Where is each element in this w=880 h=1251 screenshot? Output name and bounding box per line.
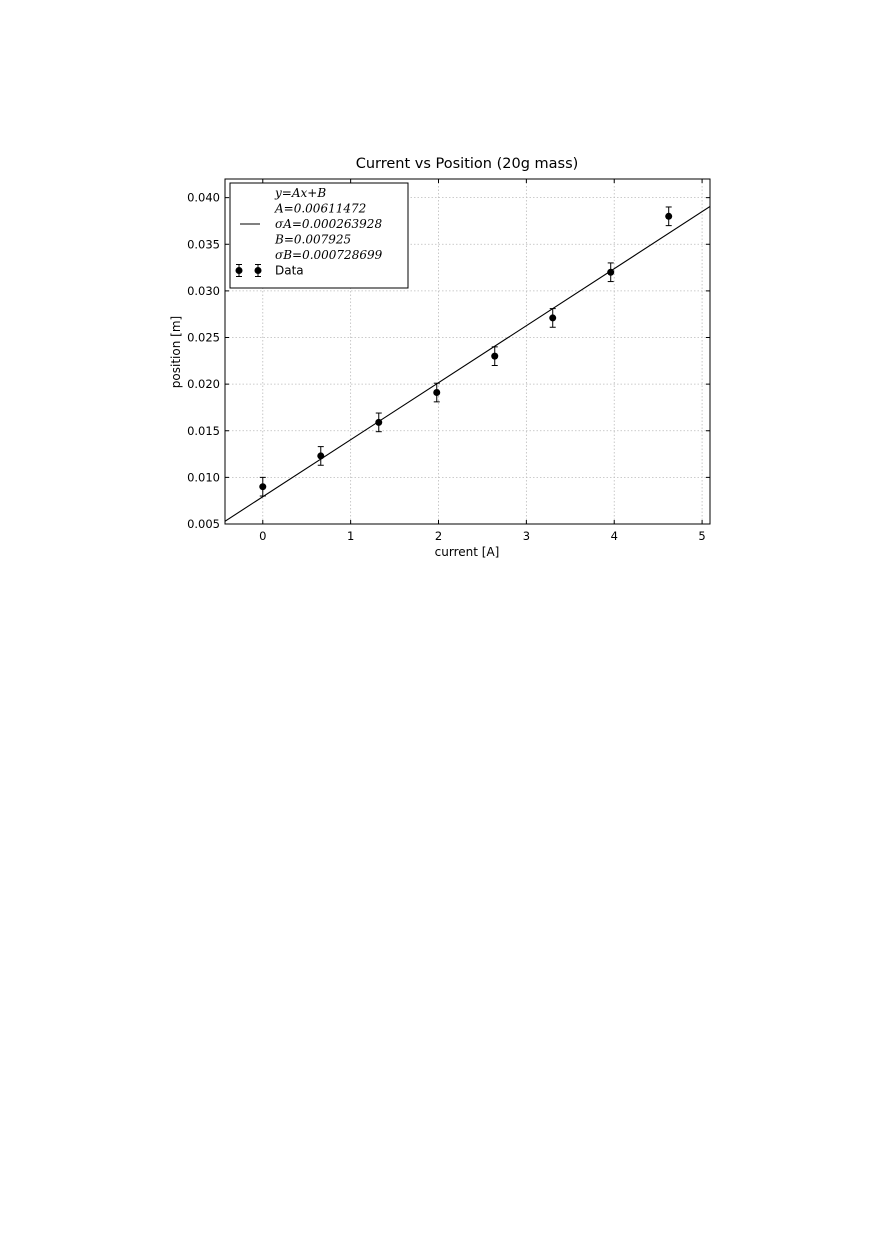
legend-label: Data [275, 264, 304, 278]
data-point [433, 389, 441, 397]
legend-label: A=0.00611472 [274, 202, 366, 216]
legend-label: σB=0.000728699 [275, 248, 383, 262]
y-tick-label: 0.035 [187, 237, 220, 251]
y-tick-label: 0.025 [187, 331, 220, 345]
y-tick-label: 0.040 [187, 191, 220, 205]
data-point [607, 268, 615, 276]
chart-title: Current vs Position (20g mass) [356, 156, 579, 172]
x-axis-label: current [A] [435, 545, 500, 559]
legend-label: σA=0.000263928 [275, 217, 382, 231]
legend-marker [235, 267, 243, 274]
y-tick-label: 0.020 [187, 377, 220, 391]
y-tick-label: 0.005 [187, 517, 220, 531]
data-point [317, 452, 325, 460]
x-tick-label: 3 [523, 529, 530, 543]
data-point [259, 483, 267, 491]
y-tick-label: 0.015 [187, 424, 220, 438]
legend-marker [254, 267, 262, 274]
y-tick-label: 0.010 [187, 470, 220, 484]
data-point [665, 212, 673, 220]
fit-line [225, 206, 710, 522]
x-tick-label: 4 [611, 529, 618, 543]
legend-label: B=0.007925 [274, 233, 351, 247]
x-tick-label: 2 [435, 529, 442, 543]
legend-label: y=Ax+B [274, 186, 326, 200]
data-point [549, 314, 557, 322]
data-point [491, 352, 499, 360]
x-tick-label: 5 [698, 529, 705, 543]
data-point [375, 418, 383, 426]
y-axis-label: position [m] [169, 316, 183, 388]
x-tick-label: 0 [259, 529, 266, 543]
x-tick-label: 1 [347, 529, 354, 543]
plot-frame [224, 178, 711, 525]
y-tick-label: 0.030 [187, 284, 220, 298]
